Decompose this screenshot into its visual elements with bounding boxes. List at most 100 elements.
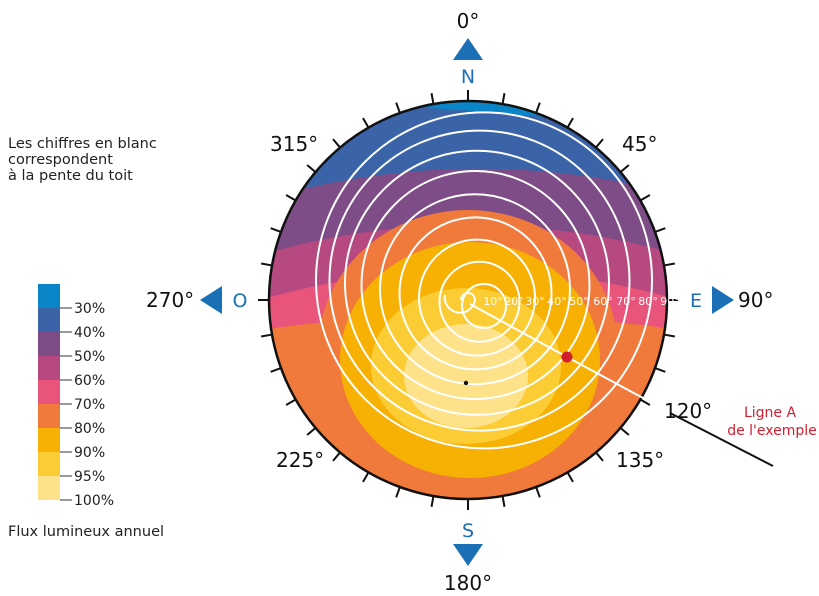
legend: 30% 40% 50% 60% 70% 80% 90% 95% 100% [38,284,114,509]
slope-label: 80° [638,295,658,308]
south-arrow-icon [453,544,483,566]
azimuth-tick [619,164,630,173]
legend-label-60: 60% [74,373,105,389]
azimuth-90: 90° [738,288,773,312]
azimuth-tick [395,486,401,498]
azimuth-tick [566,471,574,483]
slope-rings [315,111,653,450]
azimuth-315: 315° [270,132,318,156]
azimuth-135: 135° [616,448,664,472]
azimuth-tick [595,451,604,462]
azimuth-tick [654,367,666,373]
slope-label: 10° [483,295,503,308]
slope-ring [438,260,521,343]
azimuth-tick [654,227,666,233]
slope-label: 30° [525,295,545,308]
example-line-outer [566,356,657,406]
east-arrow-icon [712,286,734,314]
legend-title: Flux lumineux annuel [8,524,165,540]
legend-label-40: 40% [74,325,105,341]
legend-swatch-60 [38,356,60,380]
legend-swatch-30 [38,284,60,308]
slope-ring [461,283,507,329]
south-letter: S [462,520,474,542]
azimuth-tick [362,117,370,129]
azimuth-tick [639,194,651,202]
azimuth-tick [306,164,317,173]
azimuth-ticks [258,90,678,510]
slope-label: 90° [660,295,680,308]
disc-border [267,99,669,501]
slope-label: 20° [504,295,524,308]
slope-ring [360,170,591,400]
slope-labels: 10° 20° 30° 40° 50° 60° 70° 80° 90° [483,295,680,308]
center-dot [463,380,469,386]
legend-swatch-40 [38,308,60,332]
azimuth-tick [362,471,370,483]
azimuth-0: 0° [457,9,480,33]
slope-label: 70° [616,295,636,308]
azimuth-tick [270,227,282,233]
azimuth-tick [535,486,541,498]
legend-swatch-70 [38,380,60,404]
azimuth-225: 225° [276,448,324,472]
slope-label: 40° [547,295,567,308]
annotation-line1: Ligne A [744,405,797,421]
slope-note-line3: à la pente du toit [8,168,133,184]
slope-note: Les chiffres en blanc correspondent à la… [8,136,157,184]
legend-swatch-95 [38,452,60,476]
legend-label-50: 50% [74,349,105,365]
slope-spiral-start [443,292,477,314]
slope-note-line2: correspondent [8,152,113,168]
azimuth-tick [306,427,317,436]
direction-arrows [200,38,734,566]
legend-swatch-100 [38,476,60,500]
azimuth-120: 120° [664,399,712,423]
azimuth-tick [261,262,273,267]
slope-label: 60° [593,295,613,308]
azimuth-270: 270° [146,288,194,312]
azimuth-tick [270,367,282,373]
azimuth-tick [595,138,604,149]
example-line-inner [469,303,568,358]
annotation-line2: de l'exemple [727,423,817,439]
azimuth-tick [285,194,297,202]
azimuth-tick [285,398,297,406]
legend-swatch-50 [38,332,60,356]
legend-label-95: 95% [74,469,105,485]
azimuth-tick [430,93,435,105]
azimuth-tick [395,102,401,114]
slope-ring [328,129,631,432]
example-line-pointer [669,412,774,467]
slope-label: 50° [569,295,589,308]
legend-swatch-90 [38,428,60,452]
azimuth-tick [619,427,630,436]
slope-ring [379,193,571,386]
slope-ring [418,238,536,357]
west-letter: O [233,290,248,312]
west-arrow-icon [200,286,222,314]
legend-label-90: 90% [74,445,105,461]
legend-label-30: 30% [74,301,105,317]
azimuth-45: 45° [622,132,657,156]
azimuth-tick [535,102,541,114]
legend-swatch-80 [38,404,60,428]
slope-ring [398,216,553,371]
azimuth-tick [663,333,675,338]
azimuth-tick [663,262,675,267]
azimuth-180: 180° [444,571,492,595]
legend-label-100: 100% [74,493,114,509]
north-letter: N [461,66,475,88]
azimuth-tick [501,93,506,105]
azimuth-tick [501,495,506,507]
azimuth-tick [332,138,341,149]
azimuth-tick [639,398,651,406]
azimuth-tick [332,451,341,462]
azimuth-tick [430,495,435,507]
example-point [561,351,573,363]
azimuth-tick [261,333,273,338]
legend-label-70: 70% [74,397,105,413]
slope-ring [315,111,653,450]
east-letter: E [690,290,702,312]
